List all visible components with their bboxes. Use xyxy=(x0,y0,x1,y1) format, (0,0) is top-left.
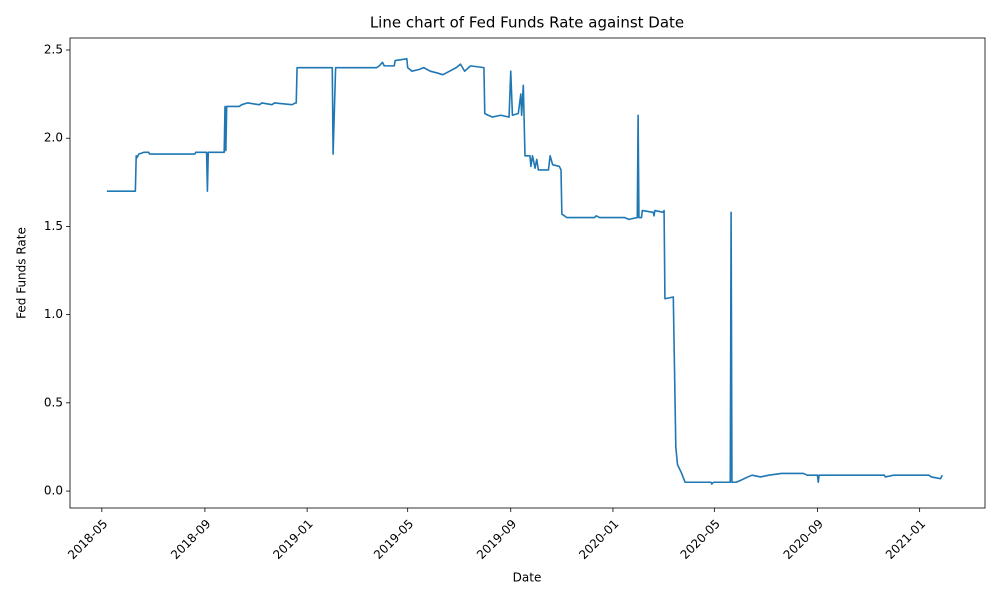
x-tick-label: 2018-05 xyxy=(65,517,110,562)
x-tick-label: 2019-05 xyxy=(371,517,416,562)
y-tick-label: 2.5 xyxy=(44,42,63,56)
x-tick-label: 2020-09 xyxy=(781,517,826,562)
plot-frame xyxy=(69,37,986,509)
x-tick-label: 2018-09 xyxy=(168,517,213,562)
x-tick-label: 2020-01 xyxy=(576,517,621,562)
x-tick-label: 2019-09 xyxy=(474,517,519,562)
data-line xyxy=(106,58,943,485)
x-tick-label: 2020-05 xyxy=(678,517,723,562)
y-tick-label: 2.0 xyxy=(44,131,63,145)
y-tick-label: 0.0 xyxy=(44,484,63,498)
x-tick-label: 2021-01 xyxy=(883,517,928,562)
chart-title: Line chart of Fed Funds Rate against Dat… xyxy=(370,14,684,32)
y-axis-label: Fed Funds Rate xyxy=(15,227,29,319)
y-tick-label: 1.5 xyxy=(44,219,63,233)
x-tick-label: 2019-01 xyxy=(270,517,315,562)
x-axis-label: Date xyxy=(513,571,542,585)
y-tick-label: 1.0 xyxy=(44,307,63,321)
y-tick-label: 0.5 xyxy=(44,395,63,409)
